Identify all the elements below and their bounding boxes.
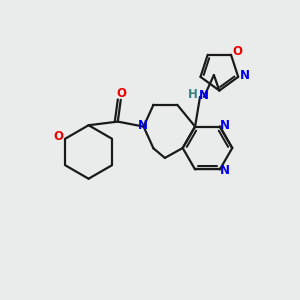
Text: N: N [240, 69, 250, 82]
Text: O: O [232, 45, 242, 58]
Text: H: H [188, 88, 198, 101]
Text: N: N [220, 119, 230, 132]
Text: O: O [117, 87, 127, 101]
Text: N: N [138, 119, 148, 132]
Text: N: N [199, 89, 209, 102]
Text: O: O [53, 130, 64, 143]
Text: N: N [220, 164, 230, 177]
